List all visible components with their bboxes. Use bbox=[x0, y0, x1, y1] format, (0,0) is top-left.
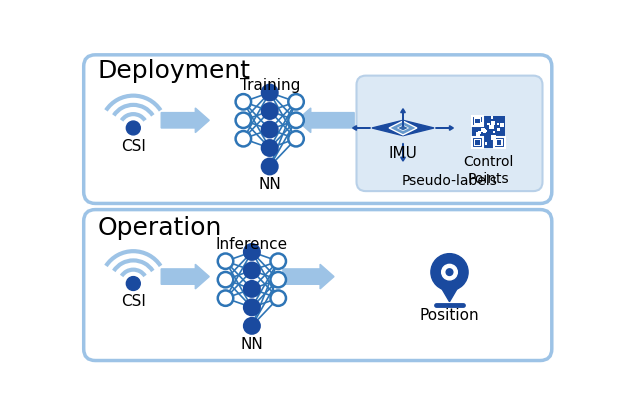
Text: Pseudo-labels: Pseudo-labels bbox=[402, 174, 497, 188]
Circle shape bbox=[288, 112, 304, 128]
Bar bbox=[494, 131, 495, 133]
Circle shape bbox=[446, 269, 453, 276]
Circle shape bbox=[244, 281, 260, 297]
Circle shape bbox=[262, 122, 278, 137]
Circle shape bbox=[218, 290, 233, 306]
Bar bbox=[472, 116, 483, 126]
Text: Control
Points: Control Points bbox=[463, 155, 513, 186]
Circle shape bbox=[236, 112, 251, 128]
Circle shape bbox=[441, 265, 458, 280]
Circle shape bbox=[218, 272, 233, 288]
FancyBboxPatch shape bbox=[356, 76, 542, 191]
FancyBboxPatch shape bbox=[84, 55, 552, 204]
Circle shape bbox=[262, 103, 278, 119]
FancyArrow shape bbox=[435, 126, 453, 130]
Bar bbox=[475, 118, 477, 121]
Text: IMU: IMU bbox=[389, 146, 417, 161]
Bar bbox=[485, 142, 487, 145]
Bar bbox=[479, 131, 481, 134]
Bar bbox=[472, 116, 505, 148]
Circle shape bbox=[262, 140, 278, 156]
Text: NN: NN bbox=[241, 337, 264, 352]
Bar bbox=[479, 122, 482, 125]
Bar bbox=[482, 129, 487, 133]
Circle shape bbox=[244, 300, 260, 315]
Bar bbox=[476, 132, 480, 136]
FancyArrow shape bbox=[353, 126, 371, 130]
Polygon shape bbox=[161, 264, 210, 289]
Text: Inference: Inference bbox=[216, 237, 288, 252]
Bar bbox=[497, 140, 502, 145]
Bar bbox=[489, 124, 494, 129]
Bar bbox=[497, 124, 499, 126]
Bar bbox=[500, 123, 503, 127]
Text: Operation: Operation bbox=[98, 216, 222, 240]
Circle shape bbox=[218, 253, 233, 269]
Bar bbox=[491, 121, 495, 125]
Circle shape bbox=[244, 318, 260, 334]
Circle shape bbox=[270, 272, 286, 288]
Bar bbox=[487, 123, 490, 125]
Bar bbox=[484, 130, 487, 133]
Circle shape bbox=[236, 94, 251, 110]
Bar bbox=[476, 122, 479, 126]
Text: CSI: CSI bbox=[121, 294, 146, 309]
Bar bbox=[491, 117, 494, 119]
Bar bbox=[474, 139, 481, 146]
Polygon shape bbox=[161, 108, 210, 133]
Bar bbox=[491, 135, 495, 140]
Circle shape bbox=[262, 85, 278, 100]
Text: Position: Position bbox=[420, 308, 479, 323]
Circle shape bbox=[236, 131, 251, 146]
Bar bbox=[472, 137, 483, 148]
Bar bbox=[482, 128, 485, 132]
Text: Deployment: Deployment bbox=[98, 59, 250, 83]
Circle shape bbox=[288, 131, 304, 146]
Polygon shape bbox=[297, 108, 354, 133]
Text: NN: NN bbox=[259, 177, 281, 192]
Polygon shape bbox=[397, 125, 409, 131]
Bar bbox=[475, 140, 480, 145]
Text: Training: Training bbox=[239, 78, 300, 93]
Circle shape bbox=[126, 276, 140, 290]
Circle shape bbox=[244, 244, 260, 260]
Bar bbox=[494, 137, 505, 148]
Bar bbox=[500, 139, 503, 143]
FancyArrow shape bbox=[401, 143, 405, 161]
Circle shape bbox=[288, 94, 304, 110]
Bar bbox=[475, 119, 480, 123]
Circle shape bbox=[431, 254, 468, 290]
Bar bbox=[476, 121, 479, 124]
Polygon shape bbox=[389, 121, 417, 135]
Circle shape bbox=[126, 121, 140, 135]
Circle shape bbox=[244, 263, 260, 278]
Circle shape bbox=[270, 290, 286, 306]
Polygon shape bbox=[372, 120, 434, 136]
Bar bbox=[495, 139, 503, 146]
FancyArrow shape bbox=[401, 109, 405, 126]
Circle shape bbox=[270, 253, 286, 269]
Polygon shape bbox=[283, 264, 334, 289]
Circle shape bbox=[262, 159, 278, 174]
Bar bbox=[497, 128, 500, 131]
Bar bbox=[474, 117, 481, 125]
Polygon shape bbox=[436, 279, 463, 302]
FancyBboxPatch shape bbox=[84, 210, 552, 360]
Text: CSI: CSI bbox=[121, 139, 146, 154]
